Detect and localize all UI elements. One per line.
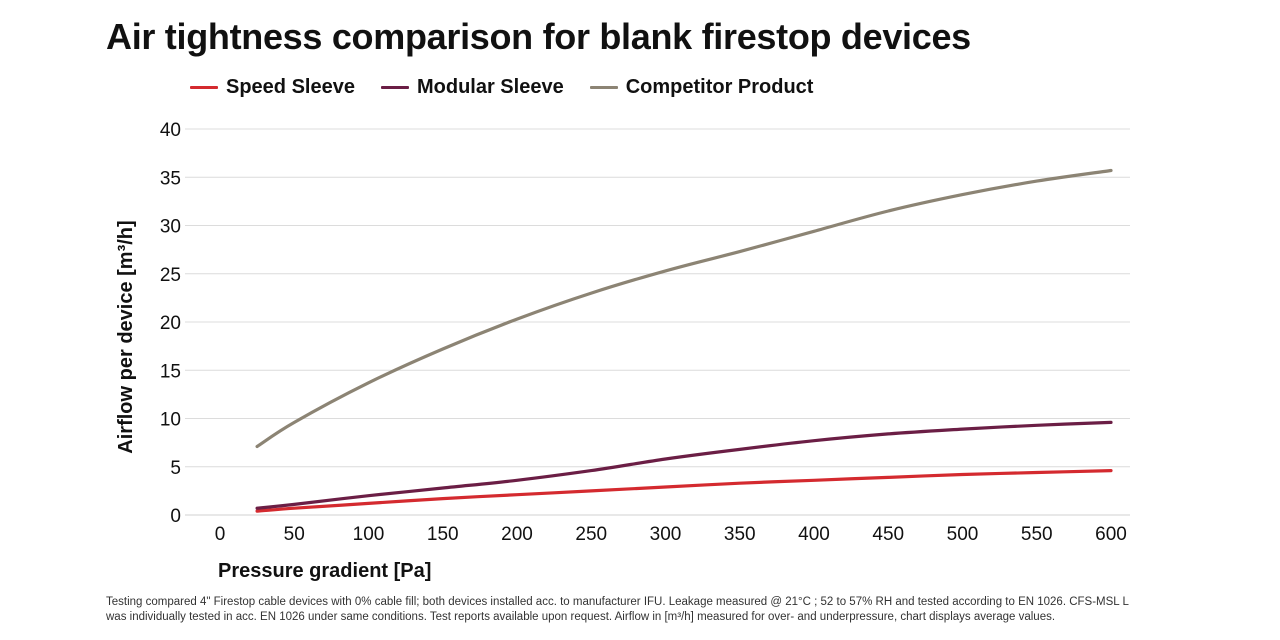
legend-swatch-competitor-product xyxy=(589,86,618,89)
x-tick-label: 350 xyxy=(724,524,756,545)
y-tick-label: 5 xyxy=(170,458,181,479)
x-tick-label: 600 xyxy=(1095,524,1127,545)
x-tick-label: 300 xyxy=(650,524,682,545)
y-tick-label: 30 xyxy=(160,217,181,238)
series-line-competitor-product xyxy=(255,168,1113,449)
legend-item-competitor-product: Competitor Product xyxy=(589,76,814,99)
line-chart: 0 5 10 15 20 25 30 35 40 0 50 100 150 200 250 300 350 40… xyxy=(115,120,1130,582)
footnote-line-2: was individually tested in acc. EN 1026 … xyxy=(106,611,1056,623)
legend-label-modular-sleeve: Modular Sleeve xyxy=(416,76,564,98)
series-lines xyxy=(255,168,1113,513)
y-tick-label: 10 xyxy=(160,410,181,431)
gridlines xyxy=(185,128,1130,516)
legend-label-speed-sleeve: Speed Sleeve xyxy=(226,76,355,98)
legend-item-modular-sleeve: Modular Sleeve xyxy=(380,76,564,99)
x-tick-label: 550 xyxy=(1021,524,1053,545)
x-tick-labels: 0 50 100 150 200 250 300 350 400 450 500 550 600 xyxy=(215,524,1127,545)
legend-swatch-speed-sleeve xyxy=(190,86,218,89)
x-tick-label: 400 xyxy=(798,524,830,545)
x-tick-label: 500 xyxy=(947,524,979,545)
series-line-modular-sleeve xyxy=(255,420,1113,510)
legend: Speed Sleeve Modular Sleeve Competitor P… xyxy=(190,76,839,99)
y-tick-label: 40 xyxy=(160,120,181,141)
footnote-line-1: Testing compared 4" Firestop cable devic… xyxy=(106,596,1129,608)
y-axis-title: Airflow per device [m³/h] xyxy=(115,220,137,453)
x-tick-label: 100 xyxy=(353,524,385,545)
x-tick-label: 150 xyxy=(427,524,459,545)
x-tick-label: 50 xyxy=(284,524,305,545)
y-tick-label: 20 xyxy=(160,313,181,334)
legend-label-competitor-product: Competitor Product xyxy=(625,76,814,98)
legend-item-speed-sleeve: Speed Sleeve xyxy=(190,76,355,99)
y-tick-label: 0 xyxy=(170,506,181,527)
x-tick-label: 250 xyxy=(575,524,607,545)
footnote: Testing compared 4" Firestop cable devic… xyxy=(106,595,1266,625)
y-tick-label: 15 xyxy=(160,361,181,382)
series-line-speed-sleeve xyxy=(255,469,1113,513)
chart-title: Air tightness comparison for blank fires… xyxy=(106,16,971,57)
x-tick-label: 0 xyxy=(215,524,226,545)
legend-swatch-modular-sleeve xyxy=(380,86,409,89)
y-tick-label: 35 xyxy=(160,168,181,189)
x-tick-label: 200 xyxy=(501,524,533,545)
x-tick-label: 450 xyxy=(872,524,904,545)
y-tick-labels: 0 5 10 15 20 25 30 35 40 xyxy=(160,120,181,527)
y-tick-label: 25 xyxy=(160,265,181,286)
x-axis-title: Pressure gradient [Pa] xyxy=(218,560,431,582)
